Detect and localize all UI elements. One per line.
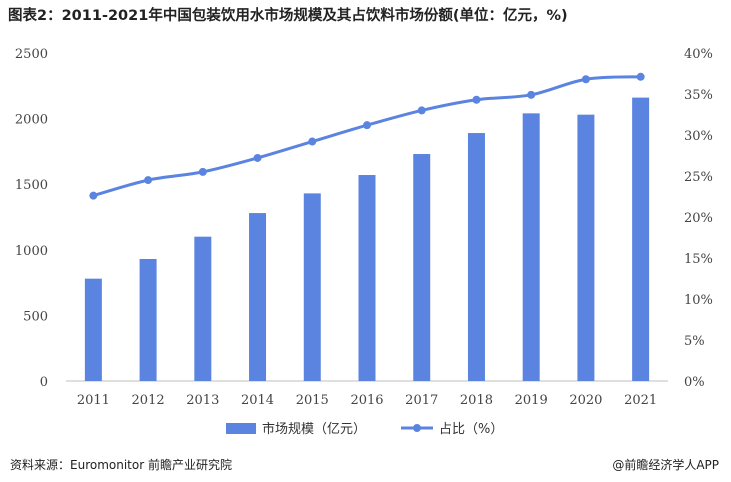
line-point: [198, 167, 207, 176]
y-tick-label-left: 2500: [15, 47, 48, 62]
x-tick-label: 2013: [186, 393, 219, 408]
x-tick-label: 2017: [405, 393, 438, 408]
y-tick-label-right: 15%: [684, 252, 713, 267]
bar: [358, 175, 376, 381]
y-tick-label-right: 5%: [684, 334, 705, 349]
y-tick-label-left: 1000: [15, 244, 48, 259]
brand-credit: @前瞻经济学人APP: [612, 458, 719, 472]
y-tick-label-right: 10%: [684, 293, 713, 308]
bar: [522, 113, 540, 382]
line-point: [581, 75, 590, 84]
bar: [413, 154, 431, 381]
bar: [139, 258, 157, 381]
y-tick-label-left: 500: [23, 309, 48, 324]
bar: [577, 114, 595, 381]
bar: [249, 213, 267, 381]
source-note: 资料来源：Euromonitor 前瞻产业研究院: [10, 458, 232, 472]
x-tick-label: 2018: [460, 393, 493, 408]
bar: [632, 97, 650, 381]
line-point: [472, 95, 481, 104]
x-tick-label: 2014: [241, 393, 274, 408]
chart-title: 图表2：2011-2021年中国包装饮用水市场规模及其占饮料市场份额(单位：亿元…: [8, 8, 568, 24]
legend-label-line: 占比（%）: [439, 422, 503, 437]
y-tick-label-right: 40%: [684, 47, 713, 62]
legend-swatch-marker: [413, 424, 421, 432]
x-tick-label: 2019: [515, 393, 548, 408]
line-point: [417, 106, 426, 115]
line-point: [363, 121, 371, 130]
y-tick-label-right: 25%: [684, 170, 713, 185]
legend-label-bar: 市场规模（亿元）: [262, 421, 366, 437]
y-tick-label-right: 30%: [684, 129, 713, 144]
line-point: [308, 137, 317, 146]
x-tick-label: 2016: [350, 393, 383, 408]
x-tick-label: 2011: [77, 393, 110, 408]
bar: [194, 236, 212, 381]
line-point: [144, 176, 153, 185]
y-tick-label-right: 20%: [684, 211, 713, 226]
line-point: [636, 72, 645, 81]
y-tick-label-left: 0: [40, 375, 48, 390]
line-point: [527, 90, 536, 99]
y-tick-label-left: 2000: [15, 113, 48, 128]
line-point: [89, 191, 98, 200]
bar: [467, 133, 485, 381]
x-tick-label: 2012: [132, 393, 165, 408]
y-tick-label-left: 1500: [15, 178, 48, 193]
legend-swatch-bar: [226, 423, 256, 434]
x-tick-label: 2015: [296, 393, 329, 408]
line-point: [253, 153, 262, 162]
y-tick-label-right: 35%: [684, 88, 713, 103]
x-tick-label: 2021: [624, 393, 657, 408]
x-tick-label: 2020: [569, 393, 602, 408]
bar: [303, 193, 321, 381]
y-tick-label-right: 0%: [684, 375, 705, 390]
bar: [84, 278, 102, 381]
